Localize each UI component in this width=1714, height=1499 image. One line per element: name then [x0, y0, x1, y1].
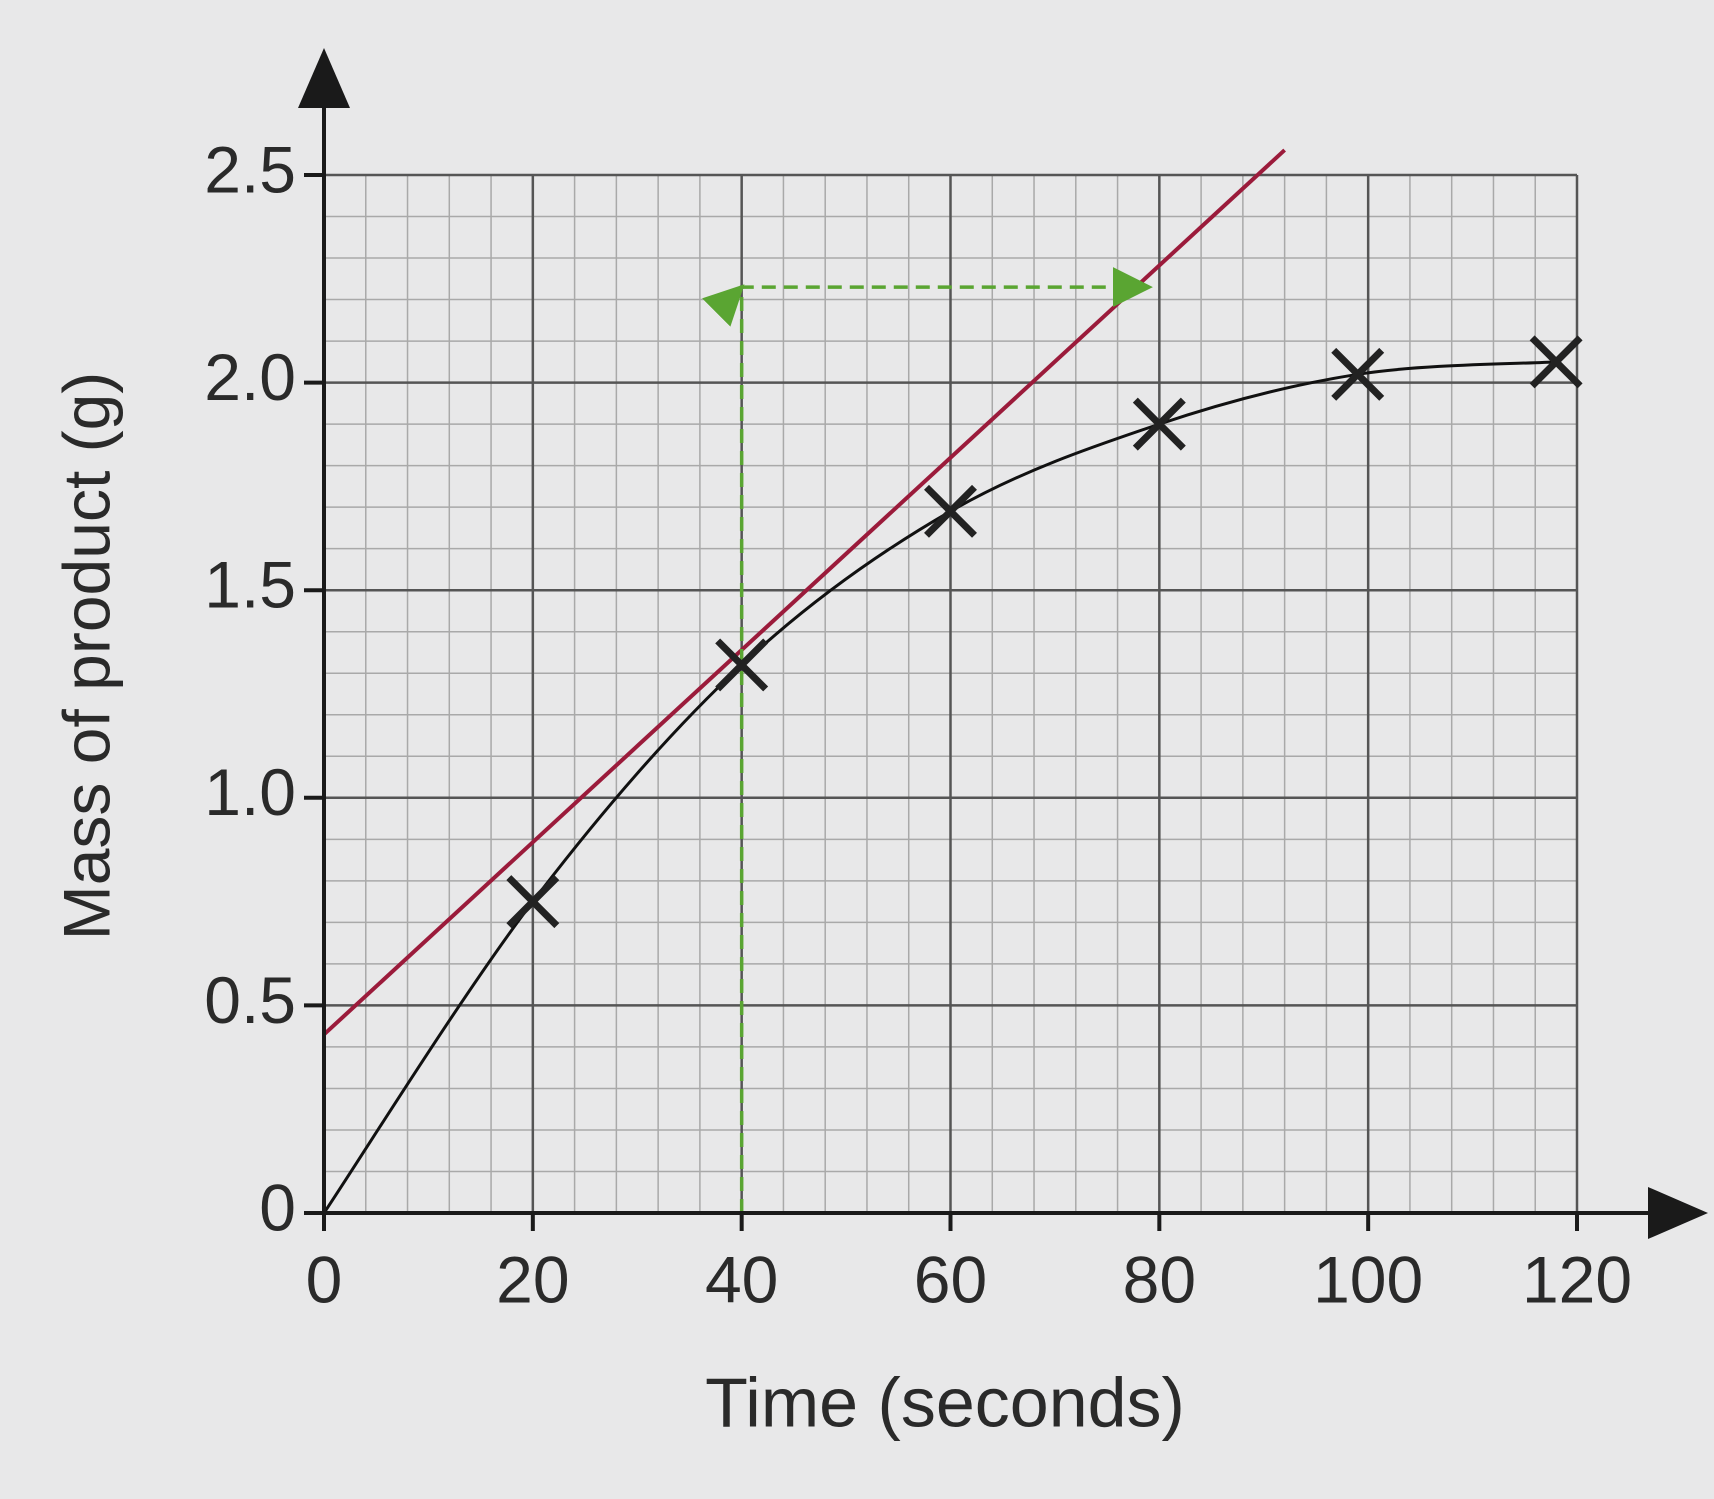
y-tick-label: 1.5	[204, 548, 296, 622]
y-axis-label: Mass of product (g)	[49, 372, 123, 941]
x-axis-arrow	[1648, 1187, 1708, 1239]
x-tick-label: 100	[1313, 1242, 1423, 1316]
axes: 0 20 40 60 80 100 120 0 0.5 1.0 1.5 2.0 2.5	[204, 48, 1708, 1316]
x-axis-label: Time (seconds)	[705, 1363, 1185, 1441]
marks	[322, 148, 1583, 1214]
data-point	[506, 875, 560, 929]
grid	[322, 173, 1579, 1215]
x-tick-label: 120	[1522, 1242, 1632, 1316]
data-point	[1529, 335, 1583, 389]
y-tick-label: 0	[259, 1170, 296, 1244]
x-tick-label: 60	[914, 1242, 987, 1316]
data-point	[1331, 347, 1385, 401]
x-tick-label: 80	[1123, 1242, 1196, 1316]
data-point	[1132, 397, 1186, 451]
x-tick-label: 0	[306, 1242, 343, 1316]
y-tick-label: 2.0	[204, 340, 296, 414]
construction-line	[702, 267, 1153, 1213]
x-tick-label: 40	[705, 1242, 778, 1316]
x-tick-label: 20	[496, 1242, 569, 1316]
data-point	[924, 484, 977, 538]
y-tick-label: 1.0	[204, 755, 296, 829]
curve	[322, 360, 1557, 1214]
data-point	[715, 638, 769, 692]
y-tick-label: 0.5	[204, 963, 296, 1037]
y-axis-arrow	[298, 48, 350, 108]
y-tick-label: 2.5	[204, 132, 296, 206]
tangent-line	[322, 148, 1286, 1036]
